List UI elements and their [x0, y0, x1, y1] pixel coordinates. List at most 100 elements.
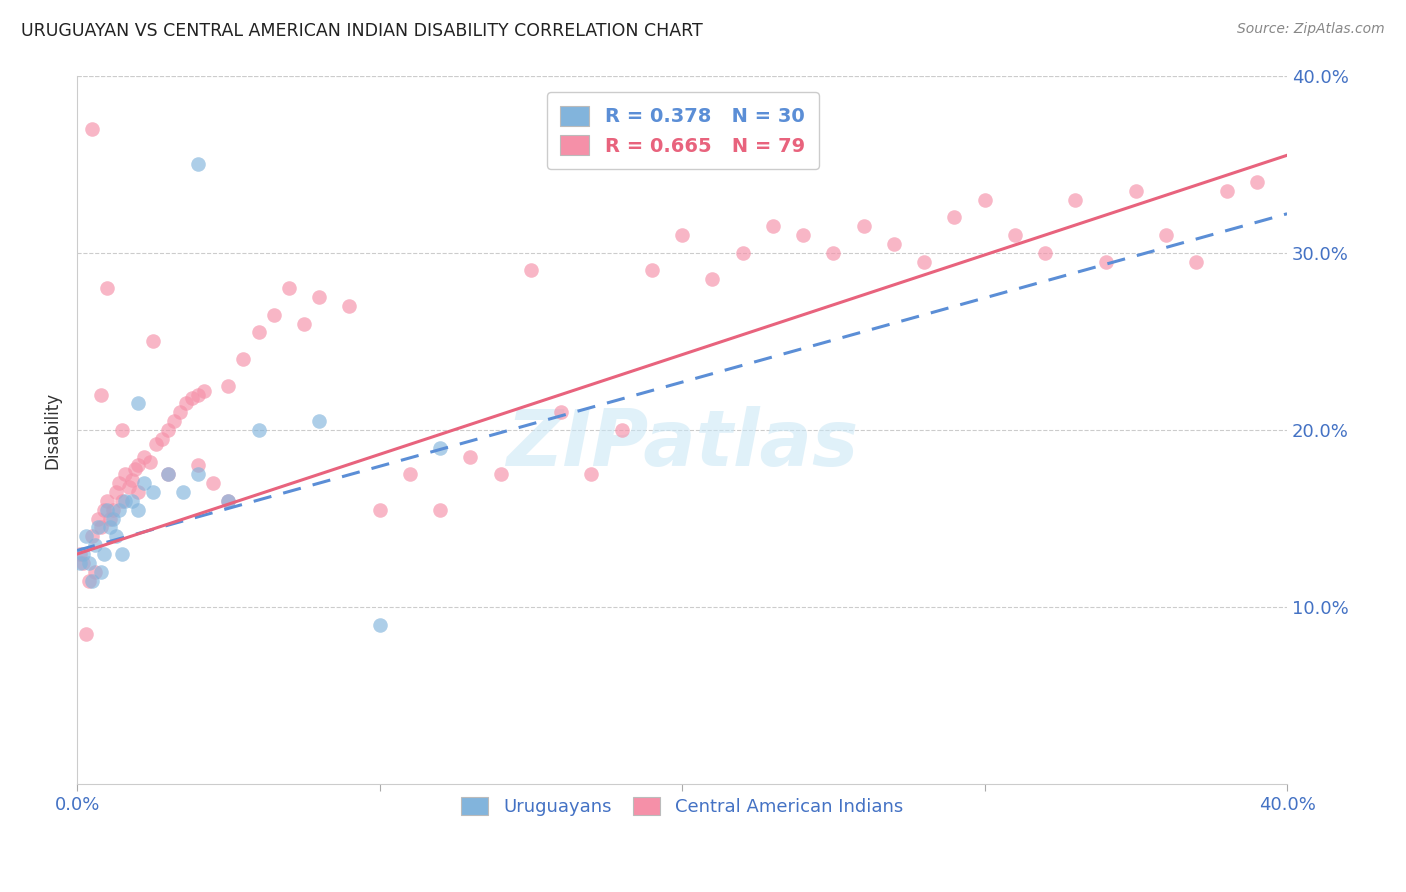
Point: [108, 502, 131, 516]
Point: [105, 529, 128, 543]
Point: [90, 387, 112, 401]
Point: [1064, 193, 1087, 207]
Point: [103, 511, 125, 525]
Point: [187, 157, 209, 171]
Point: [823, 245, 845, 260]
Point: [108, 476, 131, 491]
Point: [72, 556, 94, 570]
Point: [217, 494, 239, 508]
Point: [111, 547, 134, 561]
Point: [156, 423, 179, 437]
Point: [187, 467, 209, 482]
Point: [77, 556, 100, 570]
Point: [1154, 227, 1177, 242]
Point: [489, 467, 512, 482]
Point: [96, 494, 118, 508]
Point: [169, 405, 191, 419]
Point: [308, 414, 330, 428]
Point: [943, 211, 966, 225]
Point: [731, 245, 754, 260]
Point: [368, 502, 391, 516]
Point: [69, 547, 91, 561]
Point: [114, 494, 136, 508]
Point: [121, 473, 143, 487]
Point: [87, 511, 110, 525]
Point: [117, 480, 139, 494]
Point: [247, 326, 270, 340]
Point: [550, 405, 572, 419]
Point: [82, 529, 104, 543]
Point: [973, 193, 995, 207]
Point: [156, 467, 179, 482]
Point: [277, 281, 299, 295]
Point: [460, 450, 482, 464]
Point: [912, 254, 935, 268]
Point: [77, 574, 100, 588]
Point: [187, 458, 209, 473]
Point: [132, 476, 155, 491]
Point: [105, 485, 128, 500]
Point: [520, 263, 543, 277]
Text: URUGUAYAN VS CENTRAL AMERICAN INDIAN DISABILITY CORRELATION CHART: URUGUAYAN VS CENTRAL AMERICAN INDIAN DIS…: [21, 22, 703, 40]
Point: [193, 384, 215, 398]
Text: Source: ZipAtlas.com: Source: ZipAtlas.com: [1237, 22, 1385, 37]
Point: [75, 529, 97, 543]
Point: [1185, 254, 1208, 268]
Point: [90, 565, 112, 579]
Point: [111, 423, 134, 437]
Point: [429, 502, 451, 516]
Point: [1215, 184, 1237, 198]
Point: [187, 387, 209, 401]
Point: [1125, 184, 1147, 198]
Text: ZIPatlas: ZIPatlas: [506, 406, 858, 483]
Point: [172, 485, 194, 500]
Point: [429, 441, 451, 455]
Point: [75, 627, 97, 641]
Point: [156, 467, 179, 482]
Point: [127, 396, 149, 410]
Point: [762, 219, 785, 234]
Point: [121, 494, 143, 508]
Point: [103, 502, 125, 516]
Y-axis label: Disability: Disability: [44, 392, 60, 468]
Point: [792, 227, 814, 242]
Point: [1004, 227, 1026, 242]
Point: [163, 414, 186, 428]
Point: [111, 494, 134, 508]
Point: [72, 547, 94, 561]
Point: [124, 462, 146, 476]
Point: [292, 317, 315, 331]
Point: [247, 423, 270, 437]
Point: [641, 263, 664, 277]
Point: [114, 467, 136, 482]
Point: [308, 290, 330, 304]
Point: [98, 511, 121, 525]
Point: [671, 227, 693, 242]
Point: [82, 121, 104, 136]
Point: [883, 236, 905, 251]
Point: [337, 299, 360, 313]
Point: [1246, 175, 1268, 189]
Point: [150, 432, 173, 446]
Point: [174, 396, 197, 410]
Point: [145, 437, 167, 451]
Point: [84, 565, 107, 579]
Legend: Uruguayans, Central American Indians: Uruguayans, Central American Indians: [453, 788, 912, 825]
Point: [127, 502, 149, 516]
Point: [610, 423, 633, 437]
Point: [217, 378, 239, 392]
Point: [142, 485, 165, 500]
Point: [98, 520, 121, 534]
Point: [127, 485, 149, 500]
Point: [96, 502, 118, 516]
Point: [96, 281, 118, 295]
Point: [82, 574, 104, 588]
Point: [852, 219, 875, 234]
Point: [581, 467, 603, 482]
Point: [232, 352, 254, 367]
Point: [90, 520, 112, 534]
Point: [132, 450, 155, 464]
Point: [398, 467, 420, 482]
Point: [1094, 254, 1116, 268]
Point: [93, 547, 115, 561]
